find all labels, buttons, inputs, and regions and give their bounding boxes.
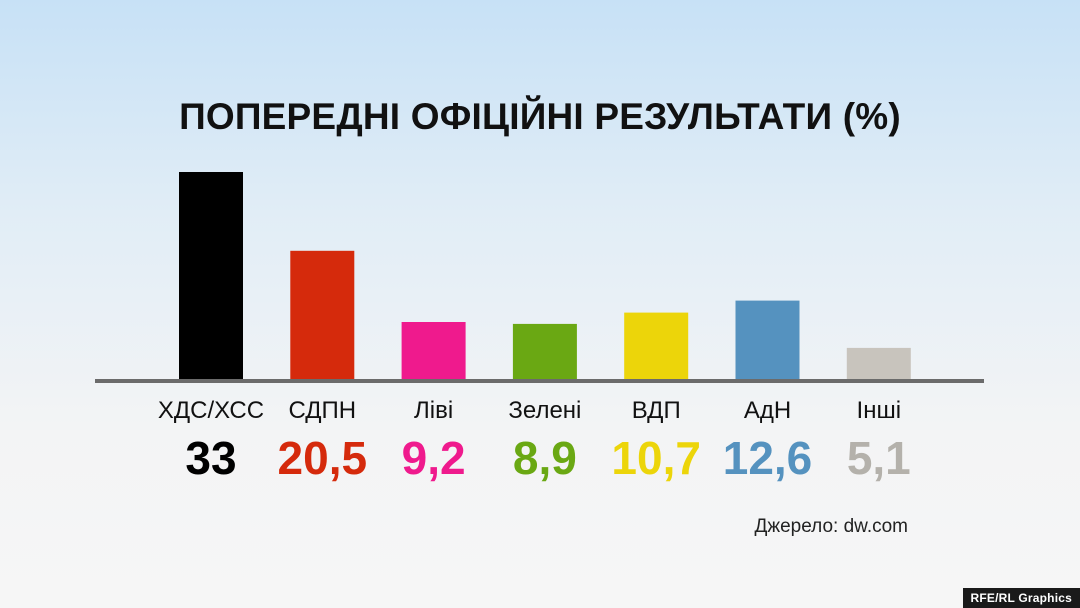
category-label-4: ВДП	[632, 397, 681, 424]
bar-1	[290, 250, 355, 380]
bar-2	[401, 322, 466, 380]
value-label-4: 10,7	[611, 432, 701, 484]
value-label-0: 33	[185, 432, 236, 484]
value-label-3: 8,9	[513, 432, 577, 484]
value-label-5: 12,6	[723, 432, 813, 484]
category-label-6: Інші	[857, 397, 902, 424]
x-axis-baseline	[95, 379, 984, 383]
category-label-5: АдН	[744, 397, 791, 424]
category-label-2: Ліві	[414, 397, 453, 424]
source-note: Джерело: dw.com	[754, 516, 908, 537]
bar-3	[512, 323, 577, 380]
category-label-3: Зелені	[508, 397, 581, 424]
category-label-0: ХДС/ХСС	[158, 397, 264, 424]
chart-title: ПОПЕРЕДНІ ОФІЦІЙНІ РЕЗУЛЬТАТИ (%)	[179, 96, 901, 137]
value-label-2: 9,2	[402, 432, 466, 484]
graphics-credit: RFE/RL Graphics	[962, 588, 1080, 608]
value-label-6: 5,1	[847, 432, 911, 484]
value-label-1: 20,5	[278, 432, 368, 484]
category-label-1: СДПН	[288, 397, 356, 424]
bar-6	[846, 347, 911, 380]
bar-4	[624, 312, 689, 380]
bar-0	[179, 172, 243, 380]
bar-5	[735, 300, 800, 380]
